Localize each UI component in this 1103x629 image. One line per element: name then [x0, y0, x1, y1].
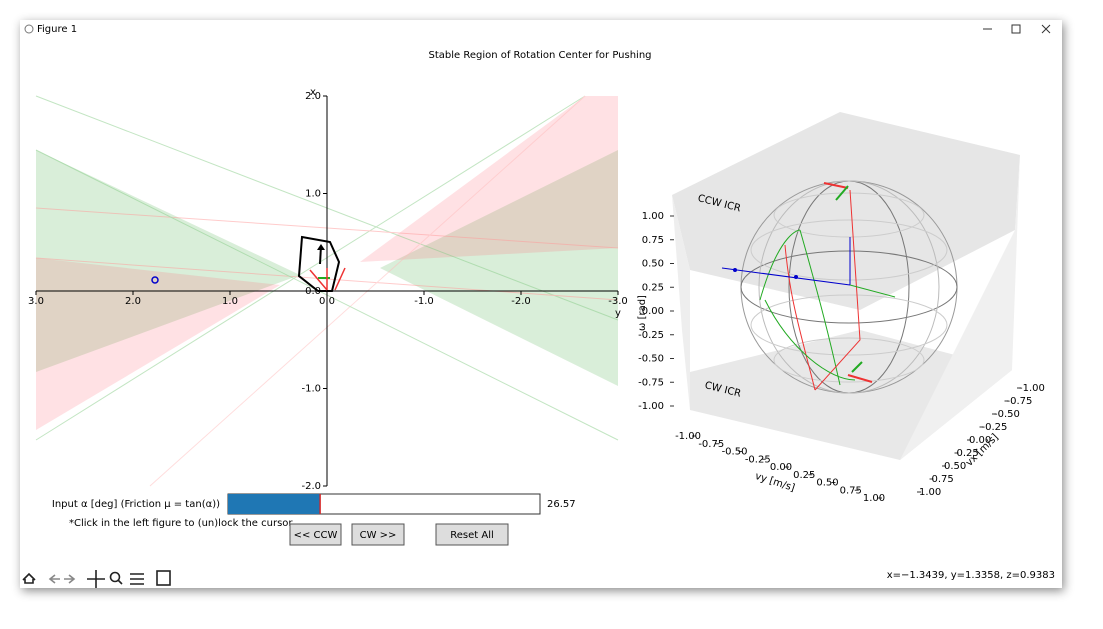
x-tick-label: -1.0 — [414, 296, 434, 307]
y-tick-label: -1.0 — [301, 384, 321, 395]
left-y-label: x — [310, 87, 316, 98]
vx-tick-label: -0.75 — [1007, 396, 1033, 407]
z-tick-label: -0.25 — [638, 330, 664, 341]
y-tick-label: 0.0 — [305, 286, 321, 297]
slider-value: 26.57 — [547, 499, 576, 510]
vy-tick-label: 0.00 — [770, 462, 792, 473]
vx-tick-label: 0.25 — [957, 448, 979, 459]
zoom-tool[interactable] — [109, 571, 121, 583]
z-tick-label: -1.00 — [638, 401, 664, 412]
x-tick-label: 0.0 — [319, 296, 335, 307]
maximize-button[interactable] — [1011, 24, 1021, 34]
reset-button[interactable] — [435, 523, 509, 546]
vy-tick-label: -0.75 — [698, 439, 724, 450]
vx-tick-label: 1.00 — [919, 487, 941, 498]
z-tick-label: 0.00 — [642, 306, 664, 317]
vy-tick-label: 0.50 — [816, 478, 838, 489]
z-tick-label: 0.25 — [642, 282, 664, 293]
slider-label: Input α [deg] (Friction μ = tan(α)) — [52, 499, 220, 510]
sphere-wireframe — [721, 180, 958, 394]
vx-tick-label: 0.00 — [969, 435, 991, 446]
ccw-button[interactable] — [289, 523, 342, 546]
vy-tick-label: -1.00 — [675, 431, 701, 442]
reset-button-label[interactable]: Reset All — [450, 530, 494, 541]
toolbar — [22, 570, 171, 588]
cw-button[interactable] — [351, 523, 405, 546]
y-tick-label: 1.0 — [305, 189, 321, 200]
z-tick-label: 0.50 — [642, 259, 664, 270]
x-tick-label: 2.0 — [125, 296, 141, 307]
z-axis-label: ω [rad] — [637, 295, 648, 331]
left-x-label: y — [615, 308, 621, 319]
window-frame — [20, 20, 1062, 588]
vy-tick-label: -0.25 — [745, 454, 771, 465]
close-button[interactable] — [1041, 24, 1051, 34]
status-text: x=−1.3439, y=1.3358, z=0.9383 — [887, 570, 1055, 581]
x-tick-label: -2.0 — [511, 296, 531, 307]
pan-tool[interactable] — [87, 570, 105, 588]
left-plot-regions — [35, 95, 619, 487]
vy-tick-label: 1.00 — [863, 493, 885, 504]
app-icon — [24, 24, 34, 34]
vy-tick-label: 0.75 — [840, 485, 862, 496]
vy-tick-label: 0.25 — [793, 470, 815, 481]
pusher-object — [151, 235, 346, 292]
vy-tick-label: -0.50 — [722, 447, 748, 458]
vx-tick-label: -0.50 — [994, 409, 1020, 420]
figure-title: Stable Region of Rotation Center for Pus… — [428, 50, 651, 61]
z-tick-label: -0.75 — [638, 377, 664, 388]
forward-tool[interactable] — [64, 574, 76, 584]
save-tool[interactable] — [156, 570, 171, 586]
vx-tick-label: 0.75 — [932, 474, 954, 485]
window-title: Figure 1 — [37, 24, 77, 35]
back-tool[interactable] — [48, 574, 60, 584]
y-tick-label: -2.0 — [301, 481, 321, 492]
z-tick-label: 0.75 — [642, 235, 664, 246]
z-tick-label: 1.00 — [642, 211, 664, 222]
vx-tick-label: 0.50 — [944, 461, 966, 472]
slider-fill — [228, 494, 321, 514]
click-note: *Click in the left figure to (un)lock th… — [69, 518, 295, 529]
cw-button-label[interactable]: CW >> — [360, 530, 397, 541]
x-tick-label: 1.0 — [222, 296, 238, 307]
z-tick-label: -0.50 — [638, 354, 664, 365]
x-tick-label: 3.0 — [28, 296, 44, 307]
y-tick-label: 2.0 — [305, 91, 321, 102]
vx-tick-label: -1.00 — [1019, 383, 1045, 394]
home-tool[interactable] — [22, 572, 36, 584]
ccw-button-label[interactable]: << CCW — [294, 530, 338, 541]
vx-tick-label: -0.25 — [982, 422, 1008, 433]
x-tick-label: -3.0 — [608, 296, 628, 307]
3d-panes — [672, 112, 1020, 460]
